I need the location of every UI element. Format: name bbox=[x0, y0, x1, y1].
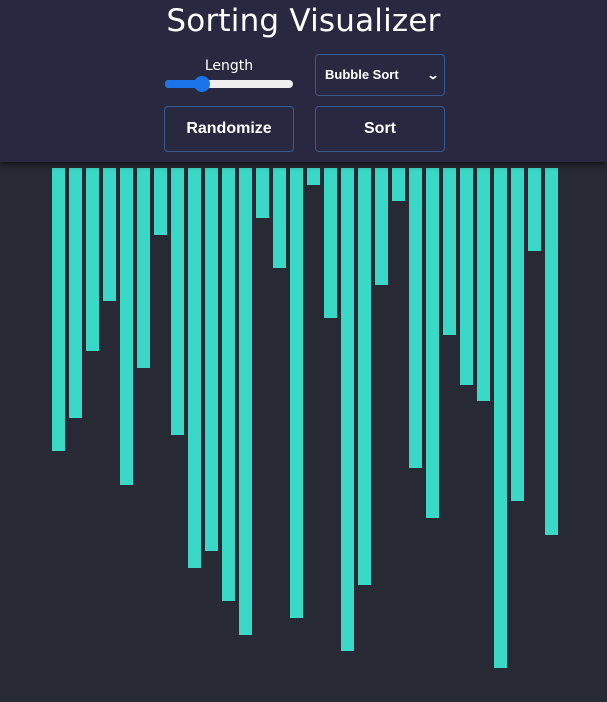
array-bar bbox=[443, 168, 456, 335]
array-bar bbox=[545, 168, 558, 535]
array-bar bbox=[409, 168, 422, 468]
sort-button[interactable]: Sort bbox=[315, 106, 445, 152]
array-bar bbox=[392, 168, 405, 201]
length-slider-fill bbox=[165, 80, 202, 88]
array-bar bbox=[477, 168, 490, 401]
array-bar bbox=[256, 168, 269, 218]
array-bar bbox=[205, 168, 218, 551]
array-bar bbox=[273, 168, 286, 268]
array-bar bbox=[239, 168, 252, 635]
control-header: Sorting Visualizer Length Bubble Sort ⌄ … bbox=[0, 0, 607, 162]
array-bar bbox=[460, 168, 473, 385]
array-bar bbox=[426, 168, 439, 518]
array-bar bbox=[69, 168, 82, 418]
array-bar bbox=[52, 168, 65, 451]
array-bar bbox=[86, 168, 99, 351]
array-bar bbox=[222, 168, 235, 601]
page-title: Sorting Visualizer bbox=[166, 3, 441, 39]
array-bar bbox=[307, 168, 320, 185]
array-bar bbox=[154, 168, 167, 235]
array-bar bbox=[290, 168, 303, 618]
array-bar bbox=[494, 168, 507, 668]
array-bar bbox=[137, 168, 150, 368]
array-bar bbox=[120, 168, 133, 485]
length-slider-track[interactable] bbox=[165, 76, 293, 92]
algorithm-select-value: Bubble Sort bbox=[325, 67, 399, 82]
array-bar bbox=[358, 168, 371, 585]
algorithm-select[interactable]: Bubble Sort ⌄ bbox=[315, 54, 445, 96]
array-bar bbox=[103, 168, 116, 301]
array-bar bbox=[324, 168, 337, 318]
length-slider[interactable]: Length bbox=[164, 56, 294, 96]
array-bar bbox=[188, 168, 201, 568]
array-bar bbox=[528, 168, 541, 251]
length-slider-label: Length bbox=[204, 58, 254, 74]
chevron-down-icon: ⌄ bbox=[426, 68, 440, 82]
array-bar bbox=[375, 168, 388, 285]
length-slider-thumb[interactable] bbox=[194, 76, 210, 92]
randomize-button[interactable]: Randomize bbox=[164, 106, 294, 152]
array-bar bbox=[511, 168, 524, 501]
array-bar bbox=[341, 168, 354, 651]
array-bar bbox=[171, 168, 184, 435]
